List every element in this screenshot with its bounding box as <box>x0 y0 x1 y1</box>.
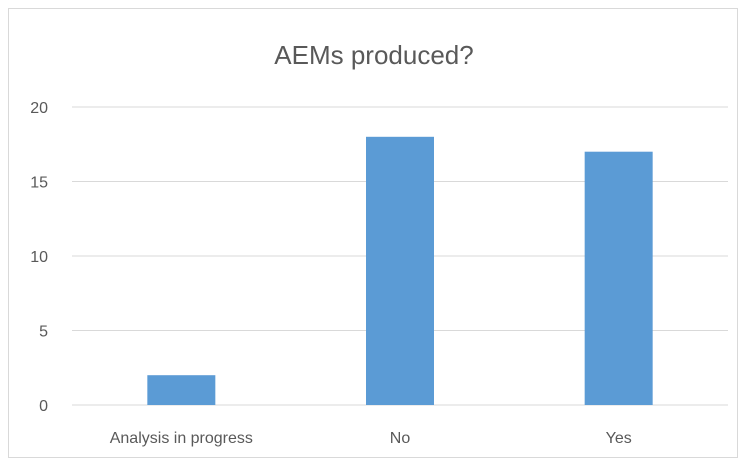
y-tick-label: 0 <box>39 398 48 415</box>
y-tick-label: 10 <box>30 249 48 266</box>
x-tick-label: Yes <box>606 430 632 447</box>
y-tick-label: 15 <box>30 175 48 192</box>
bar-no <box>366 136 434 406</box>
chart-title: AEMs produced? <box>274 40 474 70</box>
bar-analysis-in-progress <box>147 375 216 405</box>
bar-yes <box>584 151 653 405</box>
y-tick-label: 20 <box>30 100 48 117</box>
bars <box>147 136 653 406</box>
x-tick-label: No <box>390 430 411 447</box>
x-axis-ticks: Analysis in progress No Yes <box>110 430 632 447</box>
x-tick-label: Analysis in progress <box>110 430 253 447</box>
y-tick-label: 5 <box>39 324 48 341</box>
y-axis-ticks: 0 5 10 15 20 <box>30 100 48 415</box>
